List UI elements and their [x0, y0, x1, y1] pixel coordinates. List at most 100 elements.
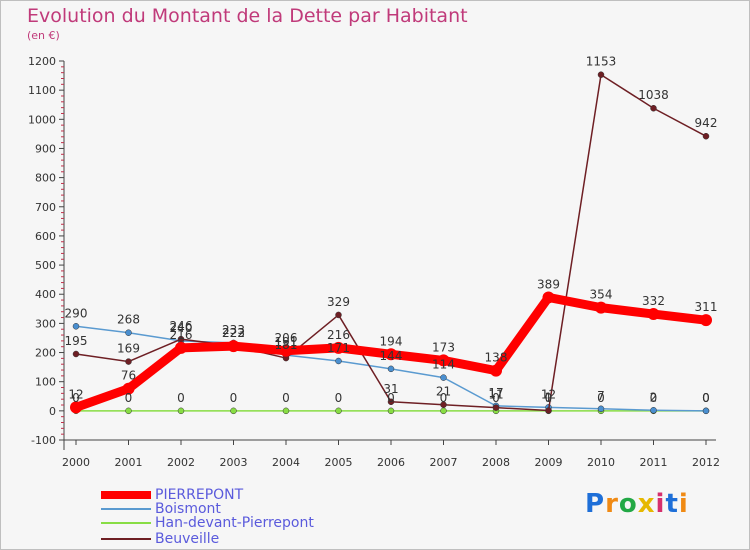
- x-tick-label: 2003: [220, 456, 248, 469]
- data-label-pierrepont: 76: [121, 369, 136, 383]
- data-label-boismont: 7: [597, 389, 605, 403]
- data-label-beuveille: 942: [695, 116, 718, 130]
- logo-letter: i: [678, 489, 689, 519]
- x-tick-label: 2007: [430, 456, 458, 469]
- data-point-pierrepont: [700, 314, 712, 327]
- data-point-boismont: [72, 323, 80, 330]
- data-label-han-devant-pierrepont: 0: [597, 391, 605, 405]
- logo-letter: t: [665, 489, 679, 519]
- legend-item-boismont: Boismont: [101, 501, 221, 517]
- data-label-boismont: 17: [488, 386, 503, 400]
- data-label-boismont: 114: [432, 358, 455, 372]
- data-label-han-devant-pierrepont: 0: [545, 391, 553, 405]
- data-point-beuveille: [650, 104, 657, 112]
- data-label-pierrepont: 206: [275, 331, 298, 345]
- x-tick-label: 2005: [325, 456, 353, 469]
- data-label-pierrepont: 222: [222, 326, 245, 340]
- data-point-pierrepont: [122, 382, 135, 395]
- data-point-beuveille: [492, 404, 500, 411]
- chart-subtitle: (en €): [27, 29, 60, 42]
- y-tick-label: 200: [35, 347, 56, 360]
- data-label-beuveille: 1038: [638, 88, 669, 102]
- y-tick-label: 1100: [28, 84, 56, 97]
- data-label-boismont: 233: [222, 323, 245, 337]
- data-point-pierrepont: [647, 308, 660, 321]
- data-label-beuveille: 1: [545, 391, 553, 405]
- data-point-pierrepont: [385, 348, 397, 361]
- y-tick-label: 1200: [28, 55, 56, 68]
- data-label-pierrepont: 216: [327, 328, 350, 342]
- data-point-boismont: [335, 357, 342, 365]
- logo-letter: P: [585, 489, 606, 519]
- y-tick-label: 1000: [28, 113, 56, 126]
- data-label-boismont: 268: [117, 313, 140, 327]
- data-label-pierrepont: 173: [432, 340, 455, 354]
- data-point-boismont: [702, 407, 710, 415]
- data-label-pierrepont: 138: [485, 351, 508, 365]
- legend-swatch-han-devant-pierrepont: [101, 522, 151, 524]
- data-point-han-devant-pierrepont: [335, 407, 342, 415]
- x-tick-label: 2001: [115, 456, 143, 469]
- data-point-beuveille: [125, 358, 132, 365]
- data-label-boismont: 191: [275, 335, 298, 349]
- data-label-beuveille: 195: [65, 334, 88, 348]
- data-point-pierrepont: [227, 340, 240, 353]
- data-point-beuveille: [597, 71, 605, 78]
- data-label-beuveille: 1153: [586, 55, 617, 69]
- data-label-han-devant-pierrepont: 0: [230, 391, 238, 405]
- data-label-beuveille: 21: [436, 385, 451, 399]
- data-label-pierrepont: 194: [380, 334, 403, 348]
- data-point-beuveille: [387, 398, 395, 406]
- data-label-beuveille: 246: [170, 319, 193, 333]
- data-point-han-devant-pierrepont: [177, 407, 185, 415]
- data-point-pierrepont: [490, 364, 502, 377]
- data-point-han-devant-pierrepont: [125, 407, 132, 415]
- data-label-pierrepont: 389: [537, 277, 560, 291]
- data-point-han-devant-pierrepont: [387, 407, 395, 415]
- legend-label-boismont: Boismont: [155, 501, 221, 517]
- data-label-pierrepont: 332: [642, 294, 665, 308]
- legend-item-beuveille: Beuveille: [101, 531, 219, 547]
- legend-swatch-beuveille: [101, 538, 151, 540]
- legend-swatch-boismont: [101, 508, 151, 510]
- x-tick-label: 2010: [587, 456, 615, 469]
- data-point-beuveille: [335, 311, 342, 319]
- data-label-han-devant-pierrepont: 0: [387, 391, 395, 405]
- data-point-pierrepont: [542, 291, 555, 304]
- y-tick-label: 300: [35, 317, 56, 330]
- x-tick-label: 2011: [640, 456, 668, 469]
- data-point-pierrepont: [437, 354, 450, 367]
- data-label-boismont: 240: [170, 321, 193, 335]
- y-tick-label: -100: [31, 434, 56, 447]
- data-point-beuveille: [72, 350, 80, 358]
- legend-label-beuveille: Beuveille: [155, 531, 220, 547]
- data-label-han-devant-pierrepont: 0: [650, 391, 658, 405]
- data-label-boismont: 290: [65, 306, 88, 320]
- proxiti-logo: Proxiti: [585, 489, 689, 519]
- logo-letter: i: [655, 489, 666, 519]
- logo-letter: o: [618, 489, 638, 519]
- logo-letter: x: [637, 489, 656, 519]
- data-point-beuveille: [545, 407, 552, 414]
- data-point-han-devant-pierrepont: [440, 407, 447, 415]
- data-point-boismont: [440, 374, 447, 381]
- y-tick-label: 800: [35, 172, 56, 185]
- data-point-boismont: [597, 405, 605, 413]
- data-label-beuveille: 181: [275, 338, 298, 352]
- data-point-pierrepont: [70, 401, 82, 414]
- data-label-beuveille: 11: [488, 388, 503, 402]
- x-tick-label: 2008: [482, 456, 510, 469]
- x-tick-label: 2006: [377, 456, 405, 469]
- y-tick-label: 400: [35, 288, 56, 301]
- chart-title: Evolution du Montant de la Dette par Hab…: [27, 5, 468, 27]
- data-point-beuveille: [440, 401, 447, 408]
- legend-item-han-devant-pierrepont: Han-devant-Pierrepont: [101, 515, 314, 531]
- data-point-boismont: [125, 329, 132, 336]
- data-point-han-devant-pierrepont: [230, 407, 237, 415]
- data-label-han-devant-pierrepont: 0: [492, 391, 500, 405]
- logo-letter: r: [605, 489, 619, 519]
- data-label-han-devant-pierrepont: 0: [282, 391, 290, 405]
- data-label-boismont: 144: [380, 349, 403, 363]
